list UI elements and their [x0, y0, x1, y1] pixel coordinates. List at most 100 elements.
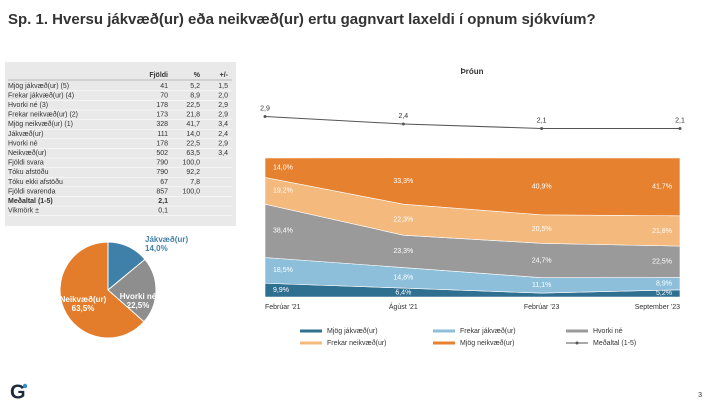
table-cell: Neikvæð(ur): [8, 149, 47, 157]
chart-title: Þróun: [460, 67, 483, 76]
table-cell: 67: [160, 179, 168, 186]
table-cell: 3,4: [218, 121, 228, 128]
table-cell: 8,9: [190, 92, 200, 99]
area-value-label: 21,8%: [652, 228, 672, 235]
table-cell: 14,0: [186, 131, 200, 138]
pie-value-label: 14,0%: [145, 244, 168, 253]
average-marker: [678, 127, 682, 130]
table-header: %: [194, 72, 201, 79]
logo-dot: [22, 383, 28, 389]
table-cell: Tóku afstöðu: [8, 168, 49, 176]
average-marker: [263, 115, 267, 118]
table-cell: 790: [156, 169, 168, 176]
x-tick-label: Febrúar '21: [265, 304, 301, 311]
table-cell: 3,4: [218, 150, 228, 157]
table-cell: 2,9: [218, 102, 228, 109]
table-cell: 21,8: [186, 112, 200, 119]
legend-label: Meðaltal (1-5): [593, 339, 636, 347]
area-value-label: 33,3%: [393, 178, 413, 185]
area-value-label: 9,9%: [273, 287, 289, 294]
table-cell: Hvorki né (3): [8, 102, 48, 109]
area-value-label: 24,7%: [532, 257, 552, 264]
area-value-label: 18,5%: [273, 267, 293, 274]
table-cell: Tóku ekki afstöðu: [8, 178, 63, 186]
table-cell: 2,4: [218, 131, 228, 138]
table-background: [5, 62, 236, 226]
pie-slice: [107, 258, 157, 323]
table-cell: 41,7: [186, 121, 200, 128]
area-value-label: 14,0%: [273, 165, 293, 172]
average-label: 2,1: [537, 117, 547, 124]
area-value-label: 6,4%: [395, 289, 411, 296]
table-cell: 100,0: [182, 188, 200, 195]
table-cell: 790: [156, 160, 168, 167]
table-header: Fjöldi: [149, 72, 168, 79]
area-value-label: 11,1%: [532, 282, 551, 289]
area-value-label: 5,2%: [656, 290, 672, 297]
table-cell: 111: [157, 131, 168, 138]
average-label: 2,9: [260, 105, 270, 112]
table-cell: Mjög jákvæð(ur) (5): [8, 82, 69, 90]
table-cell: 2,1: [158, 198, 168, 205]
table-header: +/-: [220, 72, 229, 79]
x-tick-label: Ágúst '21: [389, 302, 418, 311]
table-cell: Frekar neikvæð(ur) (2): [8, 111, 78, 119]
area-value-label: 23,3%: [393, 248, 413, 255]
x-tick-label: Febrúar '23: [524, 304, 560, 311]
legend-label: Frekar neikvæð(ur): [327, 339, 387, 347]
table-cell: 502: [156, 150, 168, 157]
pie-value-label: 22,5%: [127, 301, 150, 310]
stacked-area: [264, 157, 681, 217]
table-cell: 5,2: [190, 83, 200, 90]
table-cell: 2,0: [218, 92, 228, 99]
pie-label: Jákvæð(ur): [145, 235, 188, 244]
table-cell: 70: [160, 92, 168, 99]
average-label: 2,1: [675, 117, 685, 124]
area-value-label: 22,3%: [393, 216, 413, 223]
pie-slice: [59, 241, 145, 339]
table-cell: Meðaltal (1-5): [8, 197, 53, 205]
table-cell: 92,2: [186, 169, 200, 176]
area-value-label: 41,7%: [652, 184, 672, 191]
area-value-label: 14,8%: [393, 275, 413, 282]
table-cell: 41: [160, 83, 168, 90]
logo: G: [10, 381, 26, 403]
table-cell: 1,5: [218, 83, 228, 90]
area-value-label: 40,9%: [532, 183, 552, 190]
table-cell: Mjög neikvæð(ur) (1): [8, 120, 73, 128]
pie-value-label: 63,5%: [72, 304, 95, 313]
table-cell: 22,5: [186, 140, 200, 147]
table-cell: 178: [156, 140, 168, 147]
table-cell: 63,5: [186, 150, 200, 157]
table-cell: Vikmörk ±: [8, 208, 39, 215]
table-cell: 100,0: [182, 160, 200, 167]
table-cell: Fjöldi svarenda: [8, 188, 56, 195]
legend-label: Mjög neikvæð(ur): [460, 339, 514, 347]
table-cell: 328: [156, 121, 168, 128]
legend-marker: [575, 341, 579, 345]
table-cell: 0,1: [158, 208, 168, 215]
table-cell: 22,5: [186, 102, 200, 109]
table-cell: 857: [156, 188, 168, 195]
average-label: 2,4: [398, 113, 408, 120]
legend-label: Hvorki né: [593, 328, 623, 335]
legend-label: Mjög jákvæð(ur): [327, 327, 378, 335]
table-cell: 173: [156, 112, 168, 119]
area-value-label: 20,5%: [532, 226, 552, 233]
table-cell: 2,9: [218, 140, 228, 147]
average-marker: [540, 127, 544, 130]
table-cell: 7,8: [190, 179, 200, 186]
average-line: [264, 116, 680, 129]
slide-title: Sp. 1. Hversu jákvæð(ur) eða neikvæð(ur)…: [8, 11, 596, 28]
legend-label: Frekar jákvæð(ur): [460, 327, 516, 335]
table-cell: Fjöldi svara: [8, 160, 44, 167]
page-number: 3: [698, 392, 702, 399]
pie-label: Hvorki né: [120, 292, 157, 301]
table-cell: Jákvæð(ur): [8, 130, 43, 138]
pie-label: Neikvæð(ur): [60, 295, 107, 304]
area-value-label: 19,2%: [273, 188, 293, 195]
area-value-label: 38,4%: [273, 228, 293, 235]
x-tick-label: September '23: [635, 304, 680, 311]
table-cell: 178: [156, 102, 168, 109]
